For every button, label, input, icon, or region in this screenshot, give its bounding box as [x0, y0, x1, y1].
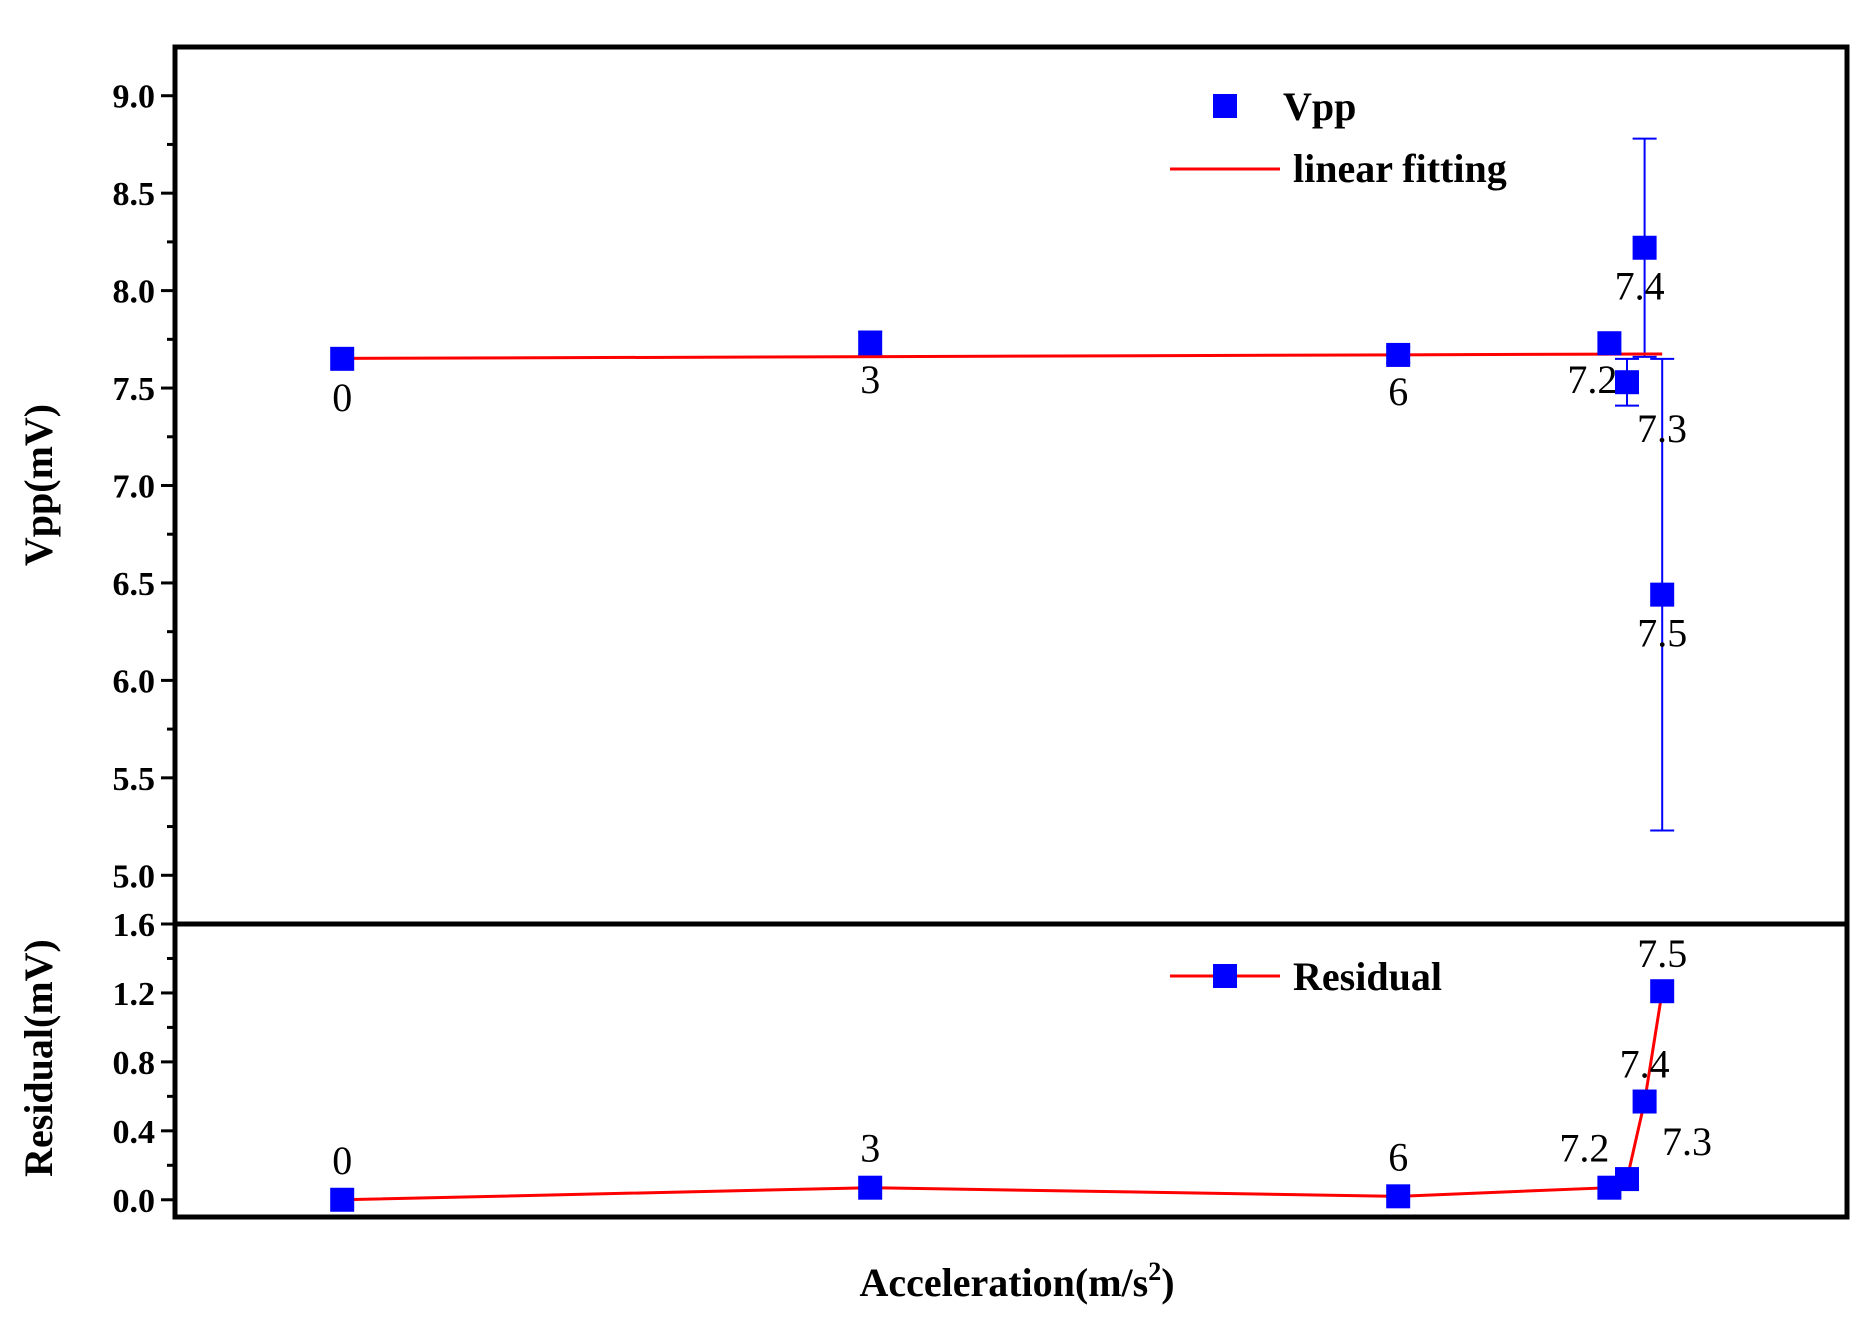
- bottom-y-tick-label: 0.0: [113, 1183, 156, 1220]
- residual-point: [1650, 979, 1675, 1004]
- bottom-panel-frame: [172, 921, 1850, 1220]
- bottom-y-tick-label: 1.2: [113, 976, 156, 1013]
- residual-point: [1615, 1167, 1639, 1192]
- bottom-panel: 0.0 0.4 0.8 1.2 1.6: [113, 907, 175, 1220]
- chart-marks: 0 3 6 7.2 7.3 7.4 7.5 0 3 6 7.2 7.3 7.4 7.5: [330, 137, 1712, 1212]
- residual-point-label: 7.2: [1559, 1126, 1609, 1171]
- vpp-point: [330, 346, 355, 371]
- vpp-point: [1650, 582, 1675, 607]
- top-y-tick-label: 6.0: [113, 663, 156, 700]
- legend-vpp-marker: [1213, 94, 1237, 118]
- vpp-point-label: 0: [332, 375, 352, 420]
- vpp-point: [1386, 342, 1411, 367]
- residual-point: [858, 1175, 883, 1200]
- vpp-point-label: 7.2: [1567, 357, 1617, 402]
- top-y-tick-label: 8.5: [113, 176, 156, 213]
- legend-vpp-label: Vpp: [1283, 84, 1356, 129]
- vpp-point: [1597, 331, 1622, 356]
- vpp-point: [1632, 235, 1657, 260]
- residual-point-label: 6: [1388, 1134, 1408, 1179]
- residual-point: [1632, 1089, 1657, 1114]
- top-panel-frame: [172, 44, 1850, 927]
- legend-fit-label: linear fitting: [1293, 146, 1507, 191]
- residual-point-label: 3: [860, 1126, 880, 1171]
- vpp-point-label: 7.3: [1637, 406, 1687, 451]
- vpp-point-label: 6: [1388, 369, 1408, 414]
- top-y-tick-label: 5.5: [113, 761, 156, 798]
- legend-residual-marker: [1213, 964, 1237, 988]
- bottom-y-axis-title: Residual(mV): [16, 939, 61, 1177]
- legend-residual-label: Residual: [1293, 954, 1442, 999]
- top-legend: Vpp linear fitting: [1170, 84, 1507, 191]
- top-y-tick-label: 6.5: [113, 566, 156, 603]
- bottom-y-tick-label: 0.8: [113, 1045, 156, 1082]
- top-y-tick-label: 8.0: [113, 274, 156, 311]
- x-axis-title-main: Acceleration(m/s: [859, 1260, 1148, 1305]
- top-y-tick-label: 5.0: [113, 858, 156, 895]
- vpp-point-label: 3: [860, 357, 880, 402]
- residual-point: [1386, 1184, 1411, 1209]
- top-y-tick-label: 9.0: [113, 79, 156, 116]
- vpp-point-label: 7.5: [1637, 611, 1687, 656]
- residual-point-label: 0: [332, 1138, 352, 1183]
- x-axis-title-close: ): [1161, 1260, 1174, 1305]
- vpp-point: [858, 331, 883, 356]
- residual-point-label: 7.3: [1662, 1119, 1712, 1164]
- bottom-y-tick-label: 0.4: [113, 1114, 156, 1151]
- top-panel: 5.0 5.5 6.0 6.5 7.0 7.5 8.0 8.5 9.0: [113, 79, 175, 895]
- vpp-point: [1615, 370, 1639, 395]
- bottom-legend: Residual: [1170, 954, 1442, 999]
- x-axis-title: Acceleration(m/s2): [859, 1257, 1174, 1305]
- top-y-axis-title: Vpp(mV): [16, 404, 61, 566]
- residual-point: [330, 1187, 355, 1212]
- residual-point-label: 7.5: [1637, 931, 1687, 976]
- linear-fit-line: [342, 352, 1663, 360]
- residual-point-label: 7.4: [1620, 1042, 1670, 1087]
- bottom-y-tick-label: 1.6: [113, 907, 156, 944]
- x-axis-title-sup: 2: [1148, 1257, 1161, 1286]
- top-y-tick-label: 7.0: [113, 469, 156, 506]
- top-y-tick-label: 7.5: [113, 371, 156, 408]
- residual-line: [342, 990, 1664, 1202]
- vpp-point-label: 7.4: [1615, 264, 1665, 309]
